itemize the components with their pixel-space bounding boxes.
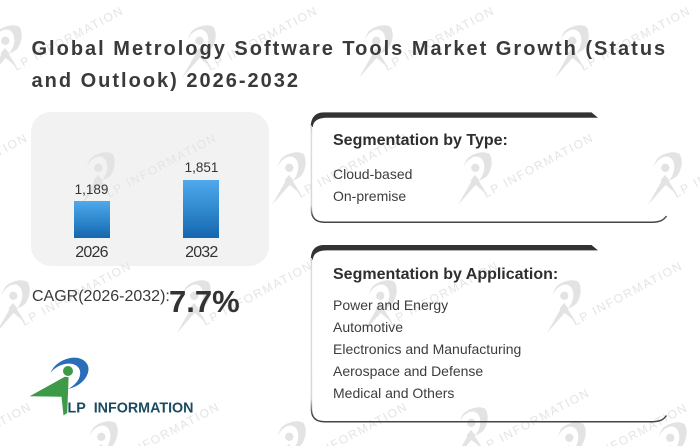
svg-text:LP INFORMATION: LP INFORMATION — [68, 399, 194, 416]
